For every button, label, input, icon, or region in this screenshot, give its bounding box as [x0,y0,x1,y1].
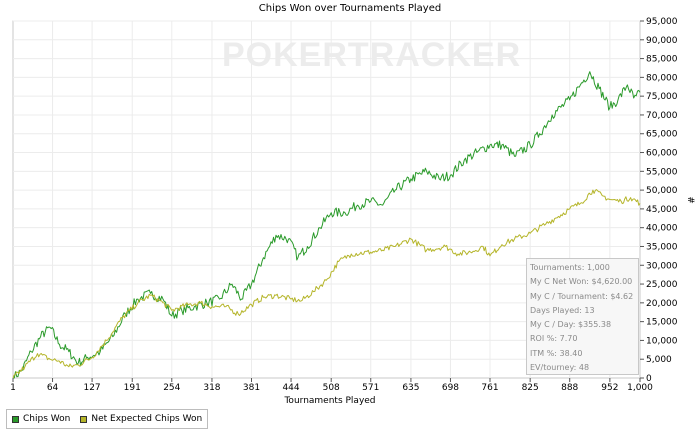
x-axis-label: Tournaments Played [283,396,375,406]
x-tick-label: 127 [83,383,100,393]
x-tick-label: 254 [163,383,180,393]
x-tick-label: 1 [10,383,16,393]
x-tick-label: 318 [203,383,220,393]
y-tick-label: 65,000 [646,130,678,140]
x-tick-label: 1,000 [627,383,653,393]
y-tick-label: 70,000 [646,111,678,121]
x-axis-ticks: 1 64 127 191 254 318 381 444 508 571 635 698 761 825 8… [10,378,653,393]
x-tick-label: 571 [362,383,379,393]
chart-title: Chips Won over Tournaments Played [259,3,441,14]
legend-swatch-chips-won [12,415,19,423]
y-tick-label: 20,000 [646,299,678,309]
stat-ev-tourney: EV/tourney: 48 [530,363,590,373]
x-tick-label: 825 [522,383,539,393]
y-tick-label: 55,000 [646,167,678,177]
y-axis-ticks: 0 5,000 10,000 15,000 20,000 25,000 30,000 35,0… [640,17,678,384]
y-tick-label: 30,000 [646,261,678,271]
series-layer [12,71,641,379]
pokertracker-watermark: POKERTRACKER [222,36,521,74]
grid-lines [13,20,640,378]
x-tick-label: 508 [323,383,340,393]
y-tick-label: 0 [646,374,652,384]
stat-net-won: My C Net Won: $4,620.00 [530,277,633,287]
y-tick-label: 95,000 [646,17,678,27]
series-net-expected-chips-won-line [12,189,641,379]
stat-days-played: Days Played: 13 [530,305,595,315]
y-tick-label: 5,000 [646,355,672,365]
y-tick-label: 75,000 [646,92,678,102]
x-tick-label: 444 [282,383,299,393]
x-tick-label: 761 [481,383,498,393]
x-tick-label: 191 [124,383,141,393]
y-tick-label: 60,000 [646,149,678,159]
legend-item-net-expected: Net Expected Chips Won [80,414,202,424]
stats-summary-box: Tournaments: 1,000 My C Net Won: $4,620.… [526,258,639,375]
x-tick-label: 64 [47,383,59,393]
x-tick-label: 635 [402,383,419,393]
y-tick-label: 50,000 [646,186,678,196]
y-tick-label: 40,000 [646,224,678,234]
legend-item-chips-won: Chips Won [12,414,70,424]
y-tick-label: 45,000 [646,205,678,215]
legend-swatch-net-expected [80,415,88,423]
y-axis-label: # [685,196,695,204]
stat-per-day: My C / Day: $355.38 [530,320,612,330]
series-chips-won-line [13,71,641,379]
y-tick-label: 25,000 [646,280,678,290]
stat-per-tournament: My C / Tournament: $4.62 [530,291,634,301]
y-tick-label: 10,000 [646,336,678,346]
y-tick-label: 85,000 [646,55,678,65]
stat-itm: ITM %: 38.40 [530,348,583,358]
y-tick-label: 15,000 [646,318,678,328]
y-tick-label: 35,000 [646,242,678,252]
legend-label-chips-won: Chips Won [23,414,71,424]
x-tick-label: 381 [243,383,260,393]
stat-roi: ROI %: 7.70 [530,334,578,344]
y-tick-label: 80,000 [646,73,678,83]
x-tick-label: 888 [561,383,578,393]
x-tick-label: 952 [601,383,618,393]
stat-tournaments: Tournaments: 1,000 [530,263,610,272]
x-tick-label: 698 [442,383,459,393]
chart-legend: Chips Won Net Expected Chips Won [6,409,209,429]
legend-label-net-expected: Net Expected Chips Won [91,414,203,424]
y-tick-label: 90,000 [646,36,678,46]
